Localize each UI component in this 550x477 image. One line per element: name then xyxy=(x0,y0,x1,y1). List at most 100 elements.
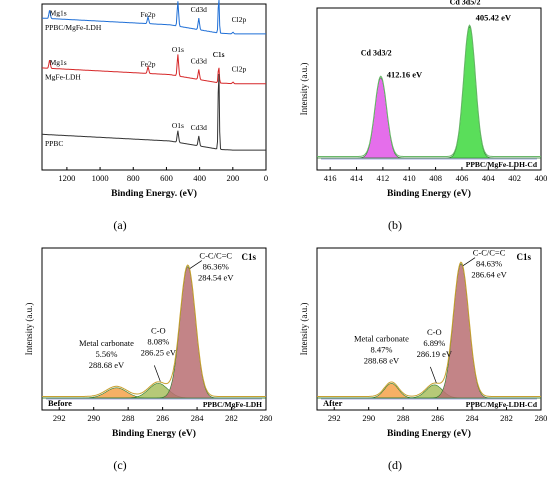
arrow-cc xyxy=(189,260,202,269)
arrow-cc xyxy=(462,257,476,266)
peak-name-label: Metal carbonate xyxy=(79,338,134,348)
x-tick-label: 408 xyxy=(429,173,442,183)
plot-frame xyxy=(41,3,267,171)
chart-title: C1s xyxy=(241,252,256,262)
x-tick-label: 292 xyxy=(53,413,66,423)
peak-center-label: 288.68 eV xyxy=(89,360,125,370)
series-line-1 xyxy=(42,54,266,85)
x-tick-label: 290 xyxy=(362,413,375,423)
series-line-0 xyxy=(42,0,266,35)
x-tick-label: 412 xyxy=(377,173,390,183)
x-tick-label: 284 xyxy=(191,413,205,423)
peak-area-0 xyxy=(317,77,541,159)
peak-name-label: Cd 3d3/2 xyxy=(361,49,392,58)
x-tick-label: 282 xyxy=(500,413,513,423)
x-tick-label: 286 xyxy=(156,413,169,423)
series-label: MgFe-LDH xyxy=(45,73,81,82)
peak-label: Fe2p xyxy=(141,60,156,69)
peak-label: Cd3d xyxy=(191,123,208,132)
peak-label: Cd3d xyxy=(191,56,208,65)
arrow-co xyxy=(153,365,161,382)
x-tick-label: 600 xyxy=(160,173,173,183)
peak-name-label: Metal carbonate xyxy=(354,333,409,343)
x-tick-label: 416 xyxy=(324,173,337,183)
x-tick-label: 280 xyxy=(260,413,273,423)
envelope-line xyxy=(42,264,266,397)
series-label: PPBC xyxy=(45,139,63,148)
x-axis-label: Binding Energy (eV) xyxy=(387,428,471,439)
peak-area-1 xyxy=(317,26,541,159)
y-axis-label: Intensity (a.u.) xyxy=(24,303,34,356)
peak-center-label: 286.25 eV xyxy=(141,347,177,357)
plot-frame xyxy=(316,7,542,171)
x-tick-label: 800 xyxy=(127,173,140,183)
survey-spectrum-chart: 1200 1000 800 600 400 200 0 Binding Energy. (eV… xyxy=(41,0,268,199)
y-axis-label: Intensity (a.u.) xyxy=(299,63,309,116)
x-tick-label: 410 xyxy=(403,173,416,183)
caption-d: (d) xyxy=(388,458,402,472)
peak-pct-label: 6.89% xyxy=(423,338,445,348)
peak-name-label: C-O xyxy=(427,327,442,337)
peak-label: Mg1s xyxy=(50,58,67,67)
peak-center-label: 412.16 eV xyxy=(387,70,423,80)
plot-frame xyxy=(41,247,267,411)
x-tick-label: 288 xyxy=(122,413,135,423)
peak-center-label: 286.19 eV xyxy=(417,349,453,359)
x-tick-label: 290 xyxy=(87,413,100,423)
x-tick-label: 400 xyxy=(193,173,206,183)
state-label: Before xyxy=(48,398,72,408)
sample-annotation: PPBC/MgFe-LDH xyxy=(203,400,262,409)
x-axis-label: Binding Energy (eV) xyxy=(387,188,471,199)
peak-area-2 xyxy=(317,263,541,399)
arrow-co xyxy=(430,366,437,383)
chart-title: C1s xyxy=(516,252,531,262)
peak-pct-label: 5.56% xyxy=(95,349,117,359)
peak-name-label: C-C/C=C xyxy=(199,251,232,261)
series-label: PPBC/MgFe-LDH xyxy=(45,23,102,32)
envelope-line xyxy=(317,261,541,397)
envelope-line xyxy=(317,24,541,157)
caption-c: (c) xyxy=(113,458,127,472)
x-tick-label: 402 xyxy=(508,173,521,183)
x-tick-label: 282 xyxy=(225,413,238,423)
peak-pct-label: 8.47% xyxy=(370,344,392,354)
peak-area-1 xyxy=(42,383,266,399)
x-axis-label: Binding Energy. (eV) xyxy=(111,188,197,199)
x-tick-label: 1200 xyxy=(58,173,75,183)
plot-frame xyxy=(316,247,542,411)
peak-name-label: C-O xyxy=(151,325,166,335)
peak-label: O1s xyxy=(172,45,184,54)
peak-name-label: C-C/C=C xyxy=(473,248,506,258)
x-tick-label: 404 xyxy=(482,173,496,183)
peak-pct-label: 84.63% xyxy=(476,259,502,269)
x-tick-label: 292 xyxy=(328,413,341,423)
x-tick-label: 406 xyxy=(456,173,469,183)
x-tick-label: 286 xyxy=(431,413,444,423)
cd3d-spectrum-chart: 416 414 412 410 408 406 404 402 400 Binding Energ… xyxy=(299,0,548,199)
c1s-before-chart: 292 290 288 286 284 282 280 Binding Energy (eV)… xyxy=(24,247,273,439)
series-line-2 xyxy=(42,73,266,151)
peak-label: C1s xyxy=(213,50,225,59)
peak-label: Cl2p xyxy=(232,15,247,24)
peak-label: Fe2p xyxy=(141,10,156,19)
peak-center-label: 286.64 eV xyxy=(471,270,507,280)
peak-label: Cl2p xyxy=(232,65,247,74)
x-tick-label: 1000 xyxy=(92,173,109,183)
peak-center-label: 405.42 eV xyxy=(476,13,512,23)
sample-annotation: PPBC/MgFe-LDH-Cd xyxy=(466,400,538,409)
caption-a: (a) xyxy=(113,218,127,232)
peak-label: O1s xyxy=(172,0,184,1)
peak-area-2 xyxy=(42,266,266,399)
x-tick-label: 288 xyxy=(397,413,410,423)
x-tick-label: 400 xyxy=(535,173,548,183)
y-axis-label: Intensity (a.u.) xyxy=(299,303,309,356)
x-tick-label: 280 xyxy=(535,413,548,423)
caption-b: (b) xyxy=(388,218,402,232)
peak-label: O1s xyxy=(172,121,184,130)
peak-name-label: Cd 3d5/2 xyxy=(450,0,481,7)
peak-center-label: 288.68 eV xyxy=(364,355,400,365)
x-tick-label: 414 xyxy=(350,173,364,183)
peak-label: Mg1s xyxy=(50,8,67,17)
x-tick-label: 284 xyxy=(466,413,480,423)
